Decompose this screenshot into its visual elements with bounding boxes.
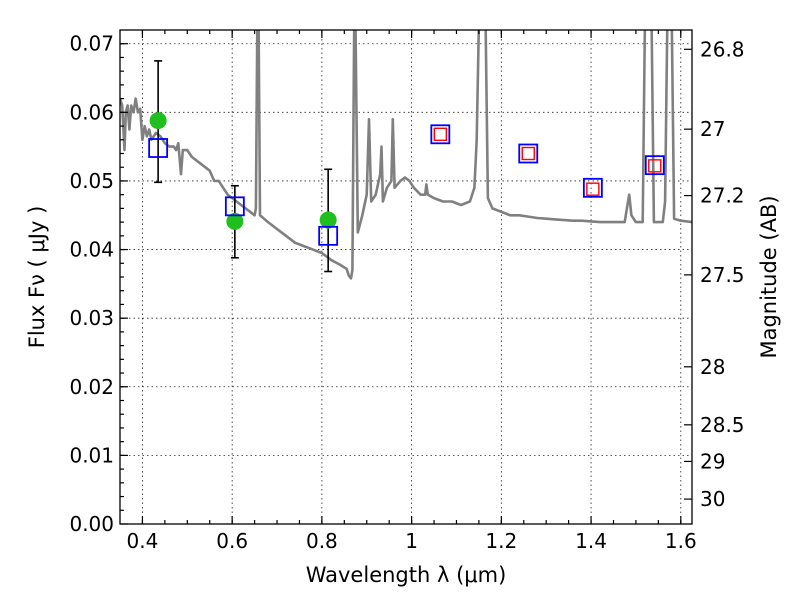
predicted-photometry-point [586, 182, 600, 196]
observed-flux-point [149, 112, 167, 130]
points-layer [148, 60, 665, 273]
mag-tick-label: 29 [700, 449, 725, 473]
observed-flux-point [319, 211, 337, 229]
mag-tick-label: 27 [700, 117, 725, 141]
labels-layer: 0.4 0.6 0.8 1 1.2 1.4 1.6 0.00 0.01 0.02 0.03 0.04 0… [69, 32, 744, 553]
model-photometry-point [430, 124, 451, 145]
y-tick-label: 0.01 [69, 443, 114, 467]
observed-flux-point [226, 212, 244, 230]
mag-tick-label: 26.8 [700, 37, 745, 61]
model-photometry-point [318, 225, 339, 246]
model-photometry-point [644, 155, 665, 176]
y-tick-label: 0.04 [69, 238, 114, 262]
spectrum-layer [120, 30, 692, 280]
x-tick-label: 1.6 [665, 529, 697, 553]
x-tick-label: 1.2 [485, 529, 517, 553]
x-tick-label: 1 [405, 529, 418, 553]
mag-tick-label: 28 [700, 355, 725, 379]
plot-frame [119, 29, 693, 525]
model-spectrum-line [120, 30, 692, 280]
y-tick-label: 0.00 [69, 512, 114, 536]
x-tick-label: 0.4 [127, 529, 159, 553]
x-tick-label: 0.8 [306, 529, 338, 553]
predicted-photometry-point [648, 159, 662, 173]
predicted-photometry-point [521, 146, 535, 161]
grid-layer [120, 30, 692, 524]
mag-tick-label: 27.2 [700, 184, 745, 208]
x-tick-label: 1.4 [575, 529, 607, 553]
x-axis-label: Wavelength λ (μm) [306, 563, 507, 587]
mag-tick-label: 28.5 [700, 413, 745, 437]
y-axis-right-label: Magnitude (AB) [757, 195, 781, 358]
y-tick-label: 0.07 [69, 32, 114, 56]
mag-tick-label: 30 [700, 487, 725, 511]
y-tick-label: 0.03 [69, 306, 114, 330]
mag-tick-label: 27.5 [700, 263, 745, 287]
y-tick-label: 0.05 [69, 169, 114, 193]
x-tick-label: 0.6 [216, 529, 248, 553]
y-axis-label: Flux Fν ( μJy ) [25, 206, 49, 349]
model-photometry-point [148, 138, 169, 158]
ticks-layer [120, 30, 692, 525]
y-tick-label: 0.02 [69, 375, 114, 399]
y-tick-label: 0.06 [69, 100, 114, 124]
predicted-photometry-point [433, 127, 448, 141]
model-photometry-point [224, 196, 245, 217]
model-photometry-point [582, 177, 603, 198]
model-photometry-point [518, 143, 539, 164]
